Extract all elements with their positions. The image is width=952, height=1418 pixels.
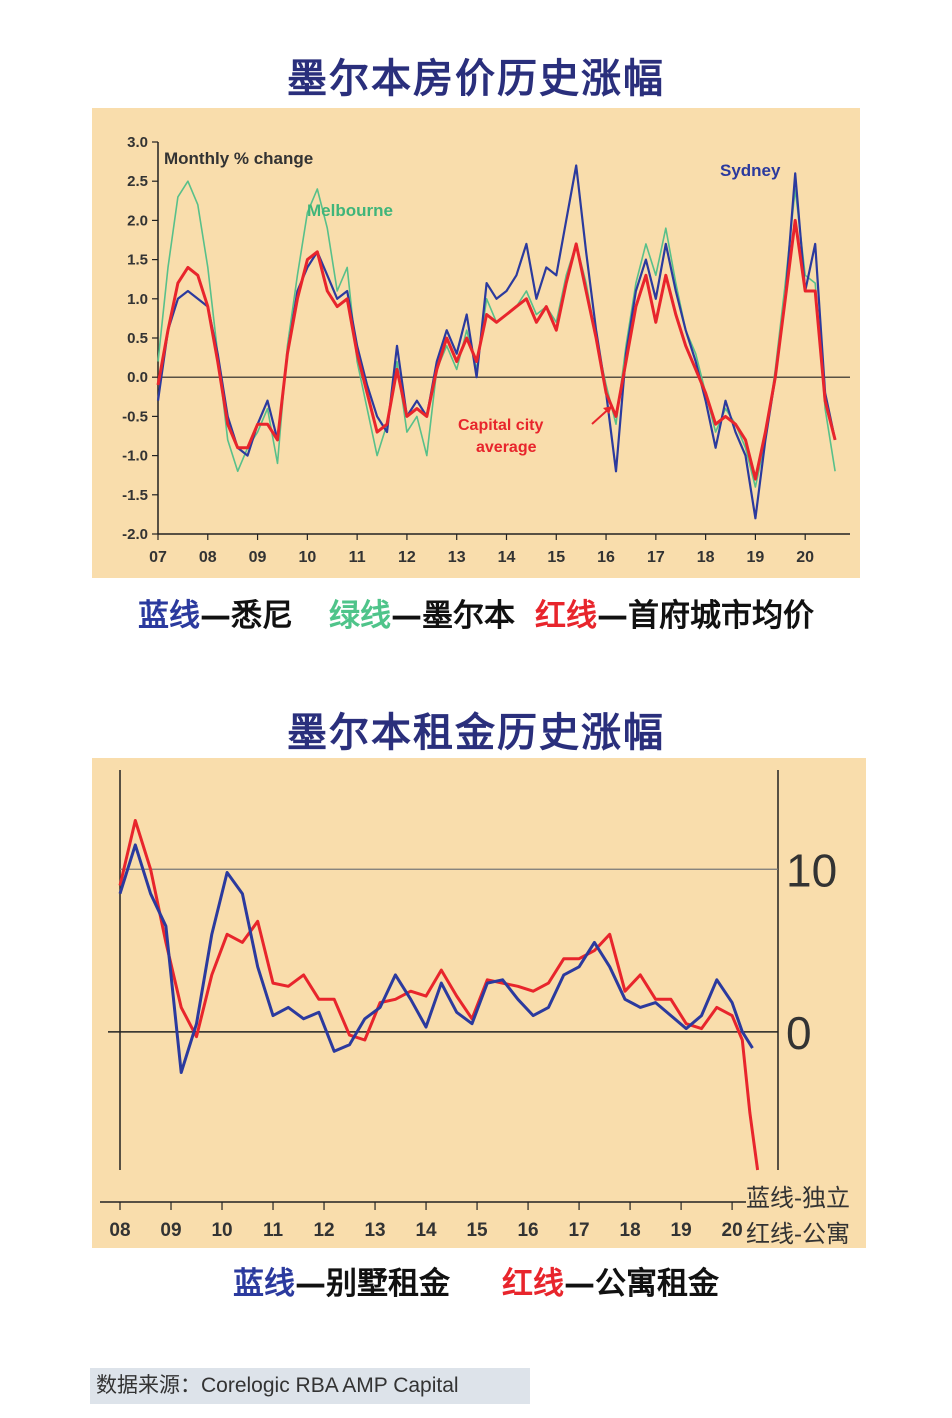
chart2-xtick-label: 19 <box>671 1220 692 1241</box>
chart1-ytick-label: 0.0 <box>127 369 148 386</box>
annotation-arrowhead <box>603 406 612 414</box>
legend2-red-swatch: 红线 <box>502 1266 564 1302</box>
chart2-ytick-label: 10 <box>786 844 837 896</box>
chart2-xtick-label: 12 <box>313 1220 334 1241</box>
chart1-ytick-label: 1.5 <box>127 252 148 269</box>
chart2-xtick-label: 18 <box>620 1220 641 1241</box>
annotation-melbourne: Melbourne <box>307 201 393 220</box>
chart1-background <box>92 108 860 578</box>
chart1-ytick-label: 1.0 <box>127 291 148 308</box>
chart1-ytick-label: 2.5 <box>127 173 148 190</box>
chart1-ylabel: Monthly % change <box>164 149 313 168</box>
chart2-grid <box>100 770 779 1203</box>
series-line-capital <box>156 218 837 481</box>
chart2-xtick-label: 17 <box>568 1220 589 1241</box>
legend-red-swatch: 红线 <box>535 598 597 634</box>
chart2-xtick-label: 11 <box>263 1220 284 1241</box>
chart1-title: 墨尔本房价历史涨幅 <box>287 56 665 102</box>
chart1-xtick-label: 09 <box>249 549 267 566</box>
chart1-ytick-label: -0.5 <box>122 408 148 425</box>
chart2-xtick-label: 13 <box>364 1220 385 1241</box>
chart2-xtick-label: 16 <box>517 1220 538 1241</box>
chart2-ticks: 10 0 08 09 10 11 12 13 14 15 16 17 18 19 20 <box>109 844 837 1241</box>
chart1-xtick-label: 12 <box>398 549 416 566</box>
chart1-xtick-label: 15 <box>547 549 565 566</box>
chart1-ytick-label: -1.5 <box>122 487 148 504</box>
chart1-ytick-label: -1.0 <box>122 448 148 465</box>
chart2-title: 墨尔本租金历史涨幅 <box>287 710 665 756</box>
chart2-legend: 蓝线—别墅租金 红线—公寓租金 <box>0 1258 952 1303</box>
legend-green-label: —墨尔本 <box>391 598 515 634</box>
house-price-chart: 3.0 2.5 2.0 1.5 1.0 0.5 0.0 -0.5 -1.0 -1.5 -2.007 0… <box>92 108 860 578</box>
chart2-lines <box>118 819 760 1171</box>
chart2-xtick-label: 10 <box>211 1220 232 1241</box>
annotation-capital: Capital city average <box>458 417 543 456</box>
chart1-xtick-label: 10 <box>298 549 316 566</box>
rent-series-line-capital <box>118 819 760 1171</box>
chart1-xtick-label: 20 <box>796 549 814 566</box>
chart2-xtick-label: 20 <box>722 1220 743 1241</box>
chart1-legend: 蓝线—悉尼 绿线—墨尔本 红线—首府城市均价 <box>0 590 952 635</box>
legend2-blue-swatch: 蓝线 <box>233 1266 295 1302</box>
annotation-house: 蓝线-独立 <box>746 1185 850 1212</box>
legend-blue-swatch: 蓝线 <box>138 598 200 634</box>
chart1-xtick-label: 16 <box>597 549 615 566</box>
chart1-ytick-label: -2.0 <box>122 526 148 543</box>
chart1-xtick-label: 08 <box>199 549 217 566</box>
chart1-xtick-label: 13 <box>448 549 466 566</box>
rent-chart: 10 0 08 09 10 11 12 13 14 15 16 17 18 19 20 蓝线-独立 红线-公… <box>92 758 866 1248</box>
chart1-xtick-label: 11 <box>349 549 366 566</box>
chart1-xtick-label: 14 <box>498 549 516 566</box>
chart1-xtick-label: 18 <box>697 549 715 566</box>
legend-green-swatch: 绿线 <box>329 598 391 634</box>
source-note: 数据来源：Corelogic RBA AMP Capital <box>90 1368 530 1404</box>
rent-series-line-sydney <box>118 843 754 1074</box>
chart1-xtick-label: 07 <box>149 549 167 566</box>
chart2-xtick-label: 09 <box>160 1220 181 1241</box>
legend2-red-label: —公寓租金 <box>564 1266 719 1302</box>
chart2-xtick-label: 08 <box>109 1220 130 1241</box>
chart2-xtick-label: 14 <box>415 1220 437 1241</box>
chart1-xtick-label: 17 <box>647 549 665 566</box>
chart2-ytick-label: 0 <box>786 1007 812 1059</box>
series-line-sydney <box>156 164 837 520</box>
chart1-ytick-label: 0.5 <box>127 330 148 347</box>
legend-blue-label: —悉尼 <box>200 598 293 634</box>
legend2-blue-label: —别墅租金 <box>295 1266 450 1302</box>
chart2-xtick-label: 15 <box>466 1220 488 1241</box>
chart1-ytick-label: 3.0 <box>127 134 148 151</box>
annotation-apartment: 红线-公寓 <box>746 1221 850 1248</box>
chart1-ticks: 3.0 2.5 2.0 1.5 1.0 0.5 0.0 -0.5 -1.0 -1.5 -2.007 0… <box>122 134 814 566</box>
legend-red-label: —首府城市均价 <box>597 598 814 634</box>
chart1-ytick-label: 2.0 <box>127 212 148 229</box>
chart1-xtick-label: 19 <box>747 549 765 566</box>
annotation-sydney: Sydney <box>720 161 781 180</box>
chart1-lines <box>156 164 837 520</box>
